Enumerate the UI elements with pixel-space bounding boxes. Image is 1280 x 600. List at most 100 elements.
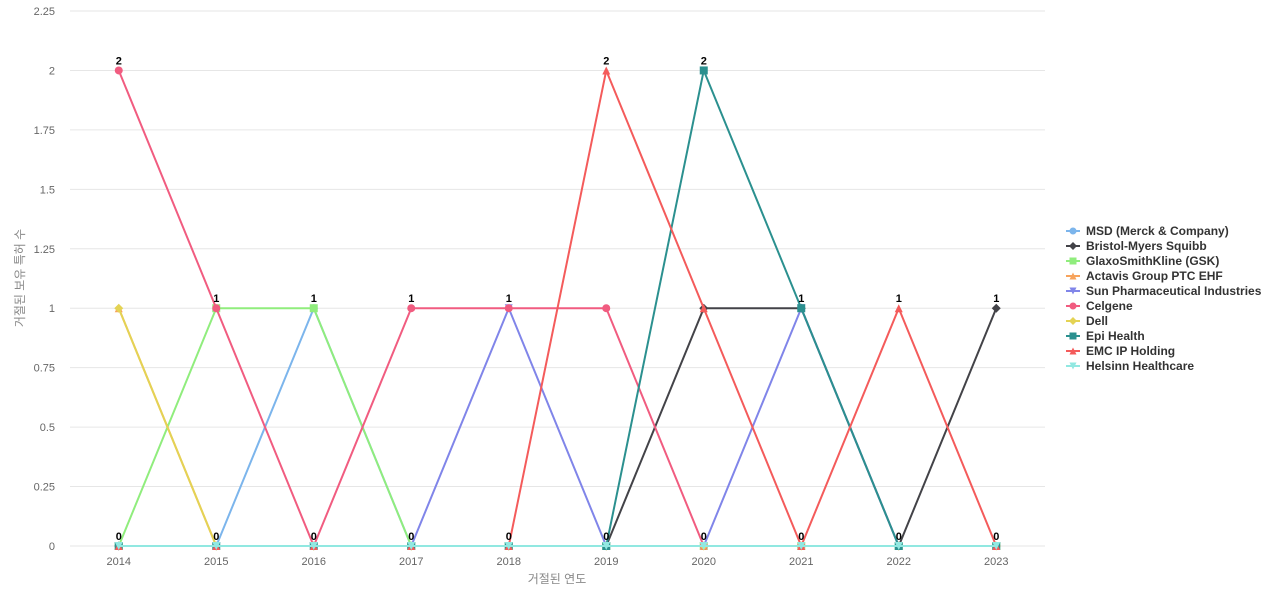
x-tick-label: 2016 [302, 556, 326, 568]
grid-layer [70, 10, 1045, 547]
legend-item[interactable]: MSD (Merck & Company) [1066, 224, 1229, 238]
data-point-marker[interactable] [212, 304, 221, 313]
legend-item[interactable]: Sun Pharmaceutical Industries [1066, 284, 1262, 298]
data-point-marker[interactable] [212, 542, 221, 550]
data-point-marker[interactable] [797, 542, 806, 550]
legend-item[interactable]: Helsinn Healthcare [1066, 359, 1194, 373]
data-label: 1 [408, 293, 414, 305]
legend-item[interactable]: Bristol-Myers Squibb [1066, 239, 1207, 253]
data-label: 1 [213, 293, 219, 305]
data-point-marker[interactable] [602, 542, 611, 550]
data-label-zero: 0 [798, 531, 804, 543]
data-labels-layer: 2 0 1 0 1 0 1 0 1 0 2 0 2 0 1 0 1 0 1 0 [116, 55, 1000, 543]
data-point-marker[interactable] [504, 304, 513, 313]
y-tick-label: 0.25 [34, 482, 55, 494]
data-point-marker[interactable] [894, 304, 903, 313]
data-point-marker[interactable] [699, 542, 708, 550]
data-point-marker[interactable] [894, 542, 903, 550]
data-point-marker[interactable] [602, 66, 611, 75]
data-point-marker[interactable] [407, 542, 416, 550]
y-tick-labels: 0 0.25 0.5 0.75 1 1.25 1.5 1.75 2 2.25 [34, 6, 55, 553]
y-tick-label: 2.25 [34, 6, 55, 18]
legend-marker [1069, 227, 1077, 235]
legend-label: Helsinn Healthcare [1086, 359, 1194, 373]
data-point-marker[interactable] [407, 304, 416, 313]
legend-label: Bristol-Myers Squibb [1086, 239, 1207, 253]
legend-item[interactable]: EMC IP Holding [1066, 344, 1175, 358]
data-label-zero: 0 [603, 531, 609, 543]
series-layer [114, 66, 1001, 551]
data-point-marker[interactable] [114, 66, 123, 75]
data-point-marker[interactable] [309, 304, 318, 313]
data-point-marker[interactable] [991, 303, 1001, 313]
legend-item[interactable]: Epi Health [1066, 329, 1145, 343]
data-point-marker[interactable] [114, 542, 123, 550]
x-tick-label: 2018 [497, 556, 521, 568]
legend-item[interactable]: Celgene [1066, 299, 1133, 313]
data-label-zero: 0 [213, 531, 219, 543]
x-tick-label: 2014 [107, 556, 131, 568]
data-label: 1 [506, 293, 512, 305]
y-tick-label: 0.5 [40, 422, 55, 434]
legend-label: Actavis Group PTC EHF [1086, 269, 1223, 283]
y-tick-label: 0.75 [34, 363, 55, 375]
legend-item[interactable]: Dell [1066, 314, 1108, 328]
x-tick-label: 2023 [984, 556, 1008, 568]
data-point-marker[interactable] [602, 304, 611, 313]
data-label: 2 [116, 55, 122, 67]
legend-item[interactable]: Actavis Group PTC EHF [1066, 269, 1223, 283]
data-point-marker[interactable] [992, 542, 1001, 550]
legend-marker [1069, 257, 1077, 265]
y-tick-label: 0 [49, 541, 55, 553]
data-point-marker[interactable] [114, 303, 124, 313]
legend-marker [1069, 347, 1077, 355]
legend-label: GlaxoSmithKline (GSK) [1086, 254, 1219, 268]
data-label: 2 [603, 55, 609, 67]
data-label: 1 [896, 293, 902, 305]
data-label-zero: 0 [408, 531, 414, 543]
y-tick-label: 1.5 [40, 184, 55, 196]
x-tick-label: 2021 [789, 556, 813, 568]
data-label-zero: 0 [993, 531, 999, 543]
legend-marker [1069, 272, 1077, 280]
legend-label: Sun Pharmaceutical Industries [1086, 284, 1262, 298]
data-label: 1 [993, 293, 999, 305]
data-label-zero: 0 [896, 531, 902, 543]
data-point-marker[interactable] [699, 66, 708, 75]
x-axis-title: 거절된 연도 [528, 572, 587, 586]
x-tick-label: 2022 [887, 556, 911, 568]
y-tick-label: 1.75 [34, 125, 55, 137]
data-point-marker[interactable] [504, 542, 513, 550]
x-tick-label: 2017 [399, 556, 423, 568]
legend-label: Dell [1086, 314, 1108, 328]
legend-label: Celgene [1086, 299, 1133, 313]
data-label-zero: 0 [506, 531, 512, 543]
legend-marker [1069, 362, 1077, 370]
y-tick-label: 1.25 [34, 244, 55, 256]
data-label-zero: 0 [311, 531, 317, 543]
data-label-zero: 0 [116, 531, 122, 543]
data-point-marker[interactable] [309, 542, 318, 550]
legend-marker [1069, 302, 1077, 310]
data-label: 1 [798, 293, 804, 305]
legend-label: EMC IP Holding [1086, 344, 1175, 358]
x-tick-label: 2019 [594, 556, 618, 568]
data-point-marker[interactable] [699, 304, 708, 313]
y-tick-label: 1 [49, 303, 55, 315]
legend-label: Epi Health [1086, 329, 1145, 343]
x-tick-label: 2015 [204, 556, 228, 568]
data-label-zero: 0 [701, 531, 707, 543]
data-label: 1 [311, 293, 317, 305]
series-10[interactable] [114, 542, 1001, 550]
data-point-marker[interactable] [797, 304, 806, 313]
legend[interactable]: MSD (Merck & Company)Bristol-Myers Squib… [1066, 224, 1262, 373]
legend-item[interactable]: GlaxoSmithKline (GSK) [1066, 254, 1219, 268]
x-tick-label: 2020 [692, 556, 716, 568]
legend-marker [1069, 287, 1077, 295]
y-axis-title: 거절된 보유 특허 수 [13, 229, 27, 327]
legend-marker [1069, 242, 1077, 250]
data-label: 2 [701, 55, 707, 67]
legend-marker [1069, 332, 1077, 340]
